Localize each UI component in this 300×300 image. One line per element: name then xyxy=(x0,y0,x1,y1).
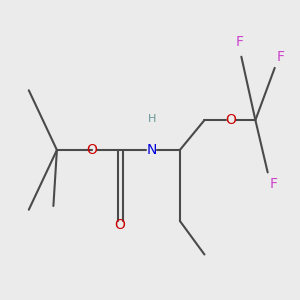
Text: O: O xyxy=(115,218,126,232)
Text: F: F xyxy=(236,35,244,49)
Text: F: F xyxy=(270,177,278,190)
Text: O: O xyxy=(87,143,98,157)
Text: H: H xyxy=(148,114,156,124)
Text: N: N xyxy=(147,143,157,157)
Text: F: F xyxy=(277,50,285,64)
Text: O: O xyxy=(225,113,236,127)
